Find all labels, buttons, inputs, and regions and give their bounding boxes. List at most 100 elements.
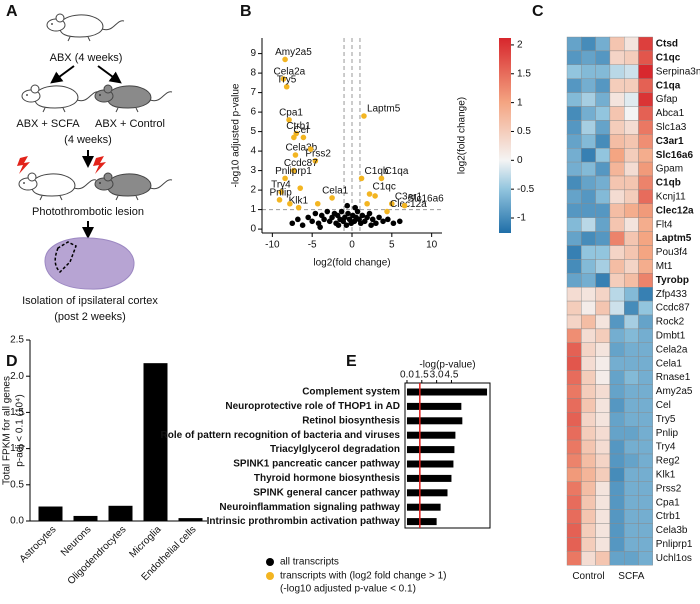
heatmap-cell xyxy=(609,523,625,538)
row-label: Gfap xyxy=(656,94,678,105)
row-label: Try4 xyxy=(656,442,676,453)
heatmap-cell xyxy=(566,120,582,135)
bar xyxy=(406,518,437,526)
heatmap-cell xyxy=(609,342,625,357)
point-label: Klk1 xyxy=(289,195,309,206)
row-label: Cpa1 xyxy=(656,497,680,508)
arrow xyxy=(97,65,122,84)
heatmap-cell xyxy=(609,50,625,66)
point xyxy=(291,167,297,174)
heatmap-cell xyxy=(638,356,654,371)
point-label: C1qc xyxy=(373,182,396,193)
heatmap-cell xyxy=(581,287,596,302)
point-label: Clec12a xyxy=(390,199,427,210)
row-label: Gpam xyxy=(656,164,683,175)
heatmap-cell xyxy=(638,481,654,496)
point-label: Amy2a5 xyxy=(275,47,312,58)
row-label: C1qc xyxy=(656,52,681,63)
heatmap-cell xyxy=(566,134,582,149)
point xyxy=(282,56,288,63)
row-label: Kcnj11 xyxy=(656,191,686,202)
bar xyxy=(38,506,63,521)
point-label: Laptm5 xyxy=(367,104,401,115)
heatmap-cell xyxy=(609,78,625,93)
heatmap-cell xyxy=(624,370,639,385)
heatmap-cell xyxy=(609,426,625,441)
point xyxy=(305,214,311,221)
heatmap-cell xyxy=(638,439,654,455)
heatmap-cell xyxy=(624,161,639,177)
point xyxy=(291,134,297,141)
lesion-icon xyxy=(17,156,30,174)
heatmap-cell xyxy=(638,189,654,204)
heatmap-cell xyxy=(624,467,639,482)
heatmap-cell xyxy=(624,78,639,93)
mouse-icon xyxy=(94,172,173,201)
heatmap-cell xyxy=(566,523,582,538)
heatmap-cell xyxy=(624,92,639,107)
heatmap-cell xyxy=(624,314,639,330)
heatmap-cell xyxy=(638,245,654,260)
heatmap-cell xyxy=(581,481,596,496)
heatmap-cell xyxy=(609,92,625,107)
heatmap-cell xyxy=(595,259,611,274)
row-label: Amy2a5 xyxy=(656,386,693,397)
heatmap-cell xyxy=(624,120,639,135)
heatmap-cell xyxy=(609,175,625,191)
point xyxy=(317,224,323,230)
point xyxy=(384,208,390,215)
heatmap-cell xyxy=(581,551,596,566)
heatmap-cell xyxy=(624,217,639,232)
row-label: Slc16a6 xyxy=(656,150,694,161)
heatmap-cell xyxy=(595,78,611,93)
row-label: C1qa xyxy=(656,80,681,91)
brain-section xyxy=(44,237,135,290)
heatmap-cell xyxy=(581,92,596,107)
category-label: Thyroid hormone biosynthesis xyxy=(254,473,401,484)
panel-letter: C xyxy=(532,3,544,20)
point-label: Cela1 xyxy=(322,186,349,197)
heatmap-cell xyxy=(566,64,582,79)
point xyxy=(401,202,408,209)
point-label: Try4 xyxy=(271,180,291,191)
heatmap-cell xyxy=(566,36,582,52)
point xyxy=(283,83,290,90)
bar xyxy=(406,460,454,468)
point-label: Try5 xyxy=(277,74,297,85)
heatmap-cell xyxy=(638,106,654,121)
bar xyxy=(406,503,441,511)
panel-letter: D xyxy=(6,353,18,370)
arrow xyxy=(50,65,75,84)
heatmap-cell xyxy=(566,217,582,232)
heatmap-cell xyxy=(609,189,625,204)
bar xyxy=(406,489,448,497)
category-label: SPINK general cancer pathway xyxy=(253,487,400,498)
heatmap-cell xyxy=(609,467,625,482)
heatmap-cell xyxy=(638,412,654,427)
x-tick-label: 5 xyxy=(389,240,395,251)
heatmap-cell xyxy=(638,203,654,218)
heatmap-cell xyxy=(595,134,611,149)
heatmap-cell xyxy=(609,161,625,177)
heatmap-cell xyxy=(566,50,582,66)
y-axis-label: p-adj < 0.1 (10⁴) xyxy=(15,394,26,466)
point xyxy=(342,214,348,221)
bar xyxy=(178,518,203,521)
row-label: Pnlip xyxy=(656,428,679,439)
legend-note: (-log10 adjusted p-value < 0.1) xyxy=(280,584,416,595)
column-group-label: SCFA xyxy=(618,571,644,582)
cortex-outline xyxy=(54,241,77,274)
category-label: Neuroprotective role of THOP1 in AD xyxy=(225,401,400,412)
y-tick-label: 2 xyxy=(250,185,256,196)
heatmap-cell xyxy=(595,467,611,482)
heatmap-cell xyxy=(566,92,582,107)
y-tick-label: 0 xyxy=(250,224,256,235)
heatmap-cell xyxy=(566,78,582,93)
row-label: Cel xyxy=(656,400,671,411)
point xyxy=(359,212,366,219)
row-label: Serpina3n xyxy=(656,66,700,77)
heatmap-cell xyxy=(609,120,625,135)
heatmap-cell xyxy=(595,412,611,427)
heatmap-cell xyxy=(609,106,625,121)
